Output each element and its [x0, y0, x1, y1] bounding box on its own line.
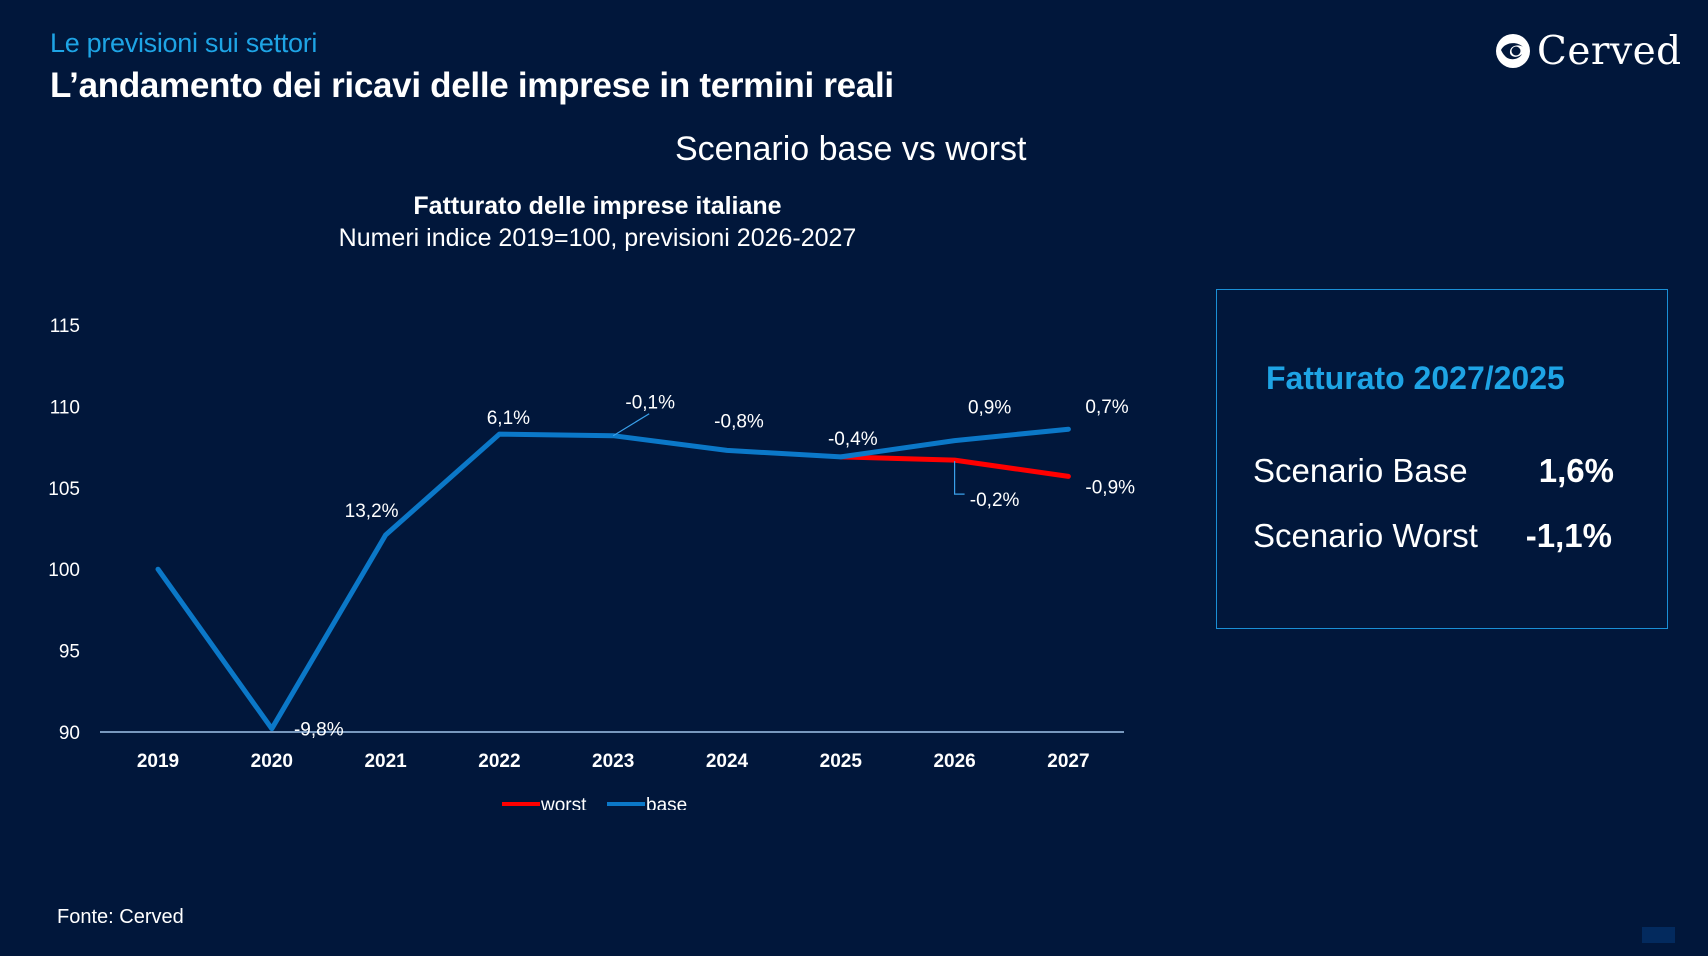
y-tick-label: 90: [59, 723, 80, 744]
leader-line: [953, 461, 965, 495]
x-axis-ticks: 2019 2020 2021 2022 2023 2024 2025 2026 2027: [137, 751, 1090, 772]
logo-text: Cerved: [1537, 28, 1682, 74]
summary-title: Fatturato 2027/2025: [1266, 360, 1565, 396]
summary-box: [1216, 289, 1668, 629]
data-label-base: -0,1%: [625, 393, 675, 414]
data-label-base: 13,2%: [345, 501, 399, 522]
series-line-worst: [838, 454, 1071, 479]
data-label-base: 0,7%: [1085, 397, 1128, 418]
chart-legend: worst base: [502, 795, 687, 810]
y-tick-label: 95: [59, 642, 80, 663]
y-tick-label: 100: [48, 560, 80, 581]
cerved-swirl-icon: [1496, 34, 1530, 68]
y-tick-label: 110: [50, 397, 80, 418]
series-line-base: [155, 426, 1071, 732]
x-tick-label: 2024: [706, 751, 749, 772]
data-label-base: 0,9%: [968, 398, 1011, 419]
page-title: L’andamento dei ricavi delle imprese in …: [50, 66, 894, 105]
x-tick-label: 2022: [478, 751, 520, 772]
data-label-base: -0,8%: [714, 411, 764, 432]
leader-line: [612, 413, 650, 437]
x-tick-label: 2019: [137, 751, 179, 772]
y-axis-ticks: 90 95 100 105 110 115: [48, 316, 80, 744]
x-tick-label: 2025: [820, 751, 863, 772]
data-label-worst: -0,2%: [970, 490, 1020, 511]
chart-title: Fatturato delle imprese italiane: [413, 192, 782, 220]
line-chart: 90 95 100 105 110 115 2019 2020 2021 2022 2023 202…: [48, 316, 1135, 810]
y-tick-label: 115: [50, 316, 80, 337]
data-label-base: -0,4%: [828, 429, 878, 450]
section-kicker: Le previsioni sui settori: [50, 28, 318, 58]
legend-label-worst: worst: [540, 795, 587, 810]
data-label-base: 6,1%: [487, 408, 530, 429]
section-title-text: Scenario base vs worst: [675, 130, 1027, 168]
data-label-base: -9,8%: [294, 720, 344, 741]
y-tick-label: 105: [48, 479, 80, 500]
x-tick-label: 2023: [592, 751, 634, 772]
cerved-logo: Cerved: [1495, 28, 1682, 74]
source-note: Fonte: Cerved: [57, 906, 184, 928]
summary-base-label: Scenario Base: [1253, 452, 1468, 489]
page-marker: [1642, 927, 1675, 943]
x-tick-label: 2021: [364, 751, 407, 772]
data-label-worst: -0,9%: [1085, 477, 1135, 498]
summary-worst-value: -1,1%: [1525, 517, 1612, 554]
label-leader-lines: [612, 413, 965, 495]
summary-base-value: 1,6%: [1538, 452, 1614, 489]
series-lines: [155, 426, 1071, 732]
chart-subtitle: Numeri indice 2019=100, previsioni 2026-…: [338, 224, 857, 252]
summary-worst-label: Scenario Worst: [1253, 517, 1478, 554]
data-labels: -0,2% -0,9% -9,8% 13,2% 6,1% -0,1% -0,8% -0,4% 0…: [294, 393, 1135, 741]
legend-label-base: base: [646, 795, 687, 810]
x-tick-label: 2020: [251, 751, 293, 772]
x-tick-label: 2027: [1047, 751, 1089, 772]
x-tick-label: 2026: [933, 751, 975, 772]
